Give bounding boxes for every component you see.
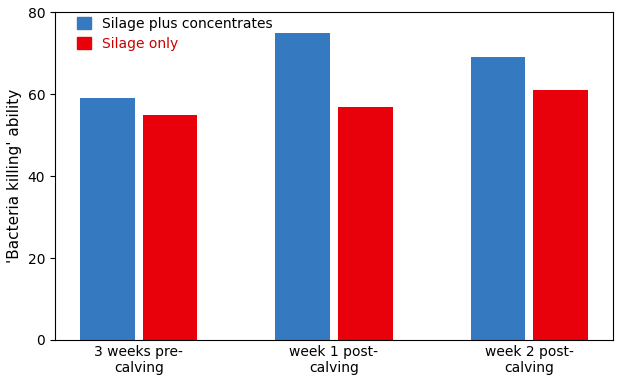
Bar <box>338 107 392 340</box>
Bar <box>471 57 525 340</box>
Legend: Silage plus concentrates, Silage only: Silage plus concentrates, Silage only <box>73 13 277 55</box>
Y-axis label: 'Bacteria killing' ability: 'Bacteria killing' ability <box>7 89 22 263</box>
Bar <box>143 115 197 340</box>
Bar <box>275 33 330 340</box>
Bar <box>80 99 135 340</box>
Bar <box>533 90 588 340</box>
